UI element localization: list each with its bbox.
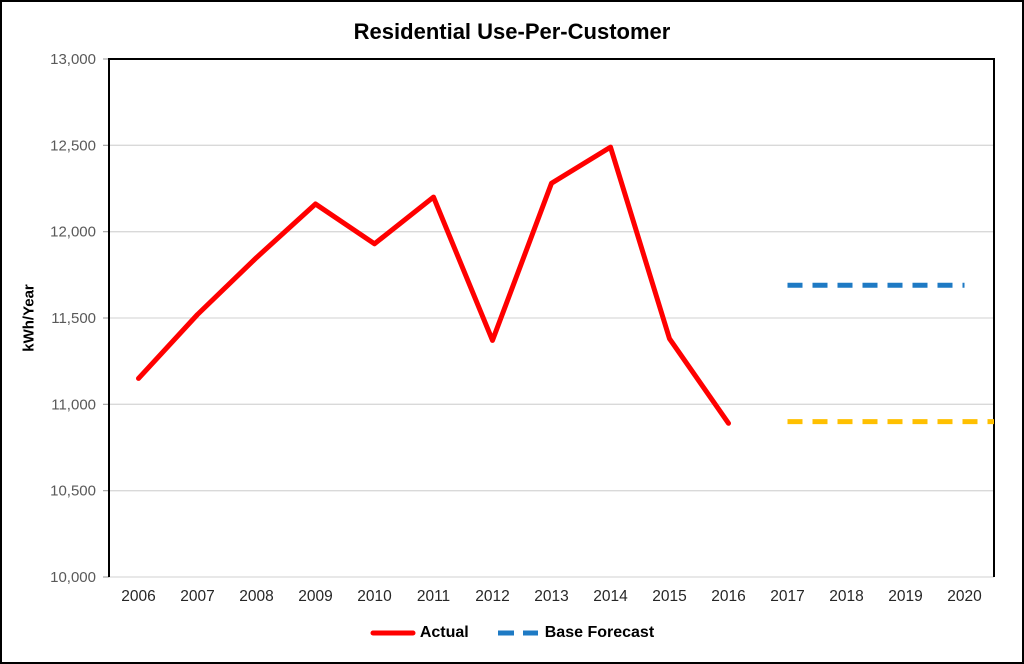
legend-line-sample	[497, 630, 538, 636]
legend-line-sample	[370, 630, 416, 636]
y-tick-label: 13,000	[50, 51, 96, 68]
x-tick-label: 2007	[180, 588, 214, 605]
chart-title: Residential Use-Per-Customer	[353, 19, 671, 44]
y-tick-label: 10,000	[50, 569, 96, 586]
x-tick-label: 2008	[239, 588, 273, 605]
x-tick-label: 2010	[357, 588, 392, 605]
x-tick-label: 2011	[417, 588, 450, 605]
series-line-actual	[136, 144, 731, 426]
x-tick-label: 2012	[475, 588, 509, 605]
legend-label: Actual	[419, 624, 469, 641]
x-tick-label: 2009	[298, 588, 332, 605]
x-tick-label: 2019	[888, 588, 922, 605]
legend-item-actual: Actual	[370, 624, 469, 642]
x-tick-label: 2015	[652, 588, 686, 605]
y-tick-label: 10,500	[50, 483, 96, 500]
x-tick-label: 2018	[829, 588, 863, 605]
x-tick-label: 2006	[121, 588, 155, 605]
y-tick-label: 12,000	[50, 224, 96, 241]
x-tick-label: 2020	[947, 588, 982, 605]
x-tick-label: 2014	[593, 588, 628, 605]
legend: Actual Base Forecast	[2, 624, 1022, 642]
y-tick-label: 12,500	[50, 137, 96, 154]
y-tick-label: 11,500	[51, 310, 96, 327]
legend-item-base-forecast: Base Forecast	[495, 624, 654, 642]
x-tick-label: 2016	[711, 588, 745, 605]
y-tick-label: 11,000	[51, 396, 96, 413]
x-tick-label: 2017	[770, 588, 804, 605]
legend-label: Base Forecast	[544, 624, 655, 641]
x-tick-label: 2013	[534, 588, 568, 605]
